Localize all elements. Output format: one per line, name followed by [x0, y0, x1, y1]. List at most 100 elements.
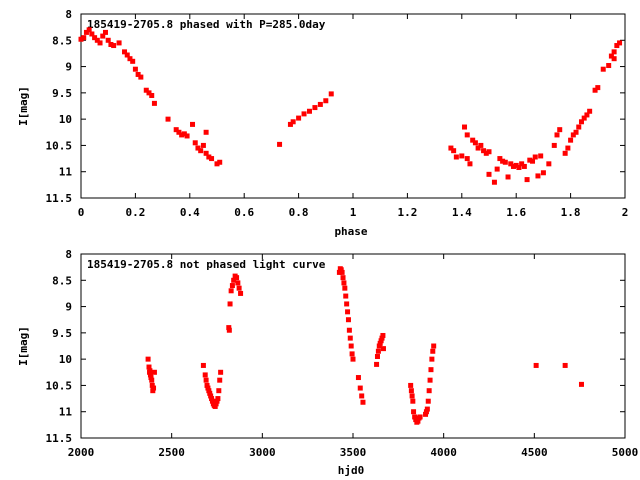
data-point [530, 158, 536, 164]
data-point [562, 362, 568, 368]
data-point [557, 127, 563, 133]
x-tick-label: 4500 [521, 446, 548, 459]
data-point [562, 150, 568, 156]
data-point [380, 346, 386, 352]
data-point [538, 153, 544, 159]
data-point [430, 348, 436, 354]
data-point [179, 132, 185, 138]
data-point [213, 401, 219, 407]
data-point [423, 409, 429, 415]
data-point [203, 150, 209, 156]
data-point [149, 382, 155, 388]
data-point [355, 375, 361, 381]
data-point [165, 116, 171, 122]
data-point [573, 129, 579, 135]
data-point [235, 280, 241, 286]
data-point [277, 141, 283, 147]
data-point [377, 340, 383, 346]
data-point [341, 280, 347, 286]
chart-phased: 185419-2705.8 phased with P=285.0day pha… [17, 8, 628, 238]
data-point [150, 388, 156, 394]
data-point [467, 161, 473, 167]
data-point [217, 377, 223, 383]
data-point [204, 382, 210, 388]
data-point [83, 29, 89, 35]
data-point [124, 52, 130, 58]
data-point [408, 382, 414, 388]
x-axis-ticks: 0 0.2 0.4 0.6 0.8 1 1.2 1.4 1.6 1.8 2 [78, 14, 629, 219]
data-point [481, 148, 487, 154]
data-point [570, 132, 576, 138]
data-point [226, 325, 232, 331]
data-point [584, 112, 590, 118]
data-point [229, 283, 235, 289]
x-tick-label: 4000 [430, 446, 457, 459]
data-point [338, 267, 344, 273]
data-point [470, 137, 476, 143]
data-point [100, 33, 106, 39]
x-tick-label: 2 [622, 206, 629, 219]
data-point [287, 121, 293, 127]
data-point [486, 171, 492, 177]
y-tick-label: 9 [65, 301, 72, 314]
data-point [231, 277, 237, 283]
data-point [500, 158, 506, 164]
data-point [611, 49, 617, 55]
data-point [345, 317, 351, 323]
data-point [149, 377, 155, 383]
data-point [611, 56, 617, 62]
x-tick-label: 5000 [612, 446, 639, 459]
data-point [527, 157, 533, 163]
x-tick-label: 1.4 [452, 206, 472, 219]
data-point [410, 398, 416, 404]
data-point [214, 398, 220, 404]
data-point [409, 393, 415, 399]
data-point [595, 85, 601, 91]
data-point [323, 98, 329, 104]
data-point [472, 140, 478, 146]
data-point [428, 367, 434, 373]
data-point [431, 343, 437, 349]
data-point [317, 101, 323, 107]
data-point [516, 165, 522, 171]
x-tick-label: 0 [78, 206, 85, 219]
y-tick-label: 11.5 [46, 432, 73, 445]
data-point [192, 140, 198, 146]
data-point [532, 154, 538, 160]
y-axis-ticks: 8 8.5 9 9.5 10 10.5 11 11.5 [46, 8, 625, 205]
data-point [533, 362, 539, 368]
data-point [606, 63, 612, 69]
data-point [198, 148, 204, 154]
x-tick-label: 0.8 [289, 206, 309, 219]
y-tick-label: 8 [65, 8, 72, 21]
y-tick-label: 10 [59, 113, 72, 126]
data-point [176, 129, 182, 135]
data-point [600, 66, 606, 72]
y-axis-label: I[mag] [17, 86, 30, 126]
data-point [342, 285, 348, 291]
x-tick-label: 0.6 [234, 206, 254, 219]
data-point [425, 398, 431, 404]
data-point [344, 301, 350, 307]
data-point [146, 364, 152, 370]
data-point [348, 343, 354, 349]
data-point [375, 348, 381, 354]
data-point [376, 343, 382, 349]
data-point [296, 115, 302, 121]
data-point [143, 87, 149, 93]
data-point [339, 269, 345, 275]
data-point [540, 170, 546, 176]
data-point [151, 369, 157, 375]
data-point [551, 142, 557, 148]
data-point [521, 163, 527, 169]
data-point [78, 36, 84, 42]
x-tick-label: 2000 [68, 446, 95, 459]
data-point [146, 90, 152, 96]
data-point [524, 177, 530, 183]
data-point [102, 29, 108, 35]
data-point [565, 145, 571, 151]
data-point [346, 327, 352, 333]
data-point [216, 388, 222, 394]
y-tick-label: 10.5 [46, 379, 73, 392]
data-point [301, 111, 307, 117]
